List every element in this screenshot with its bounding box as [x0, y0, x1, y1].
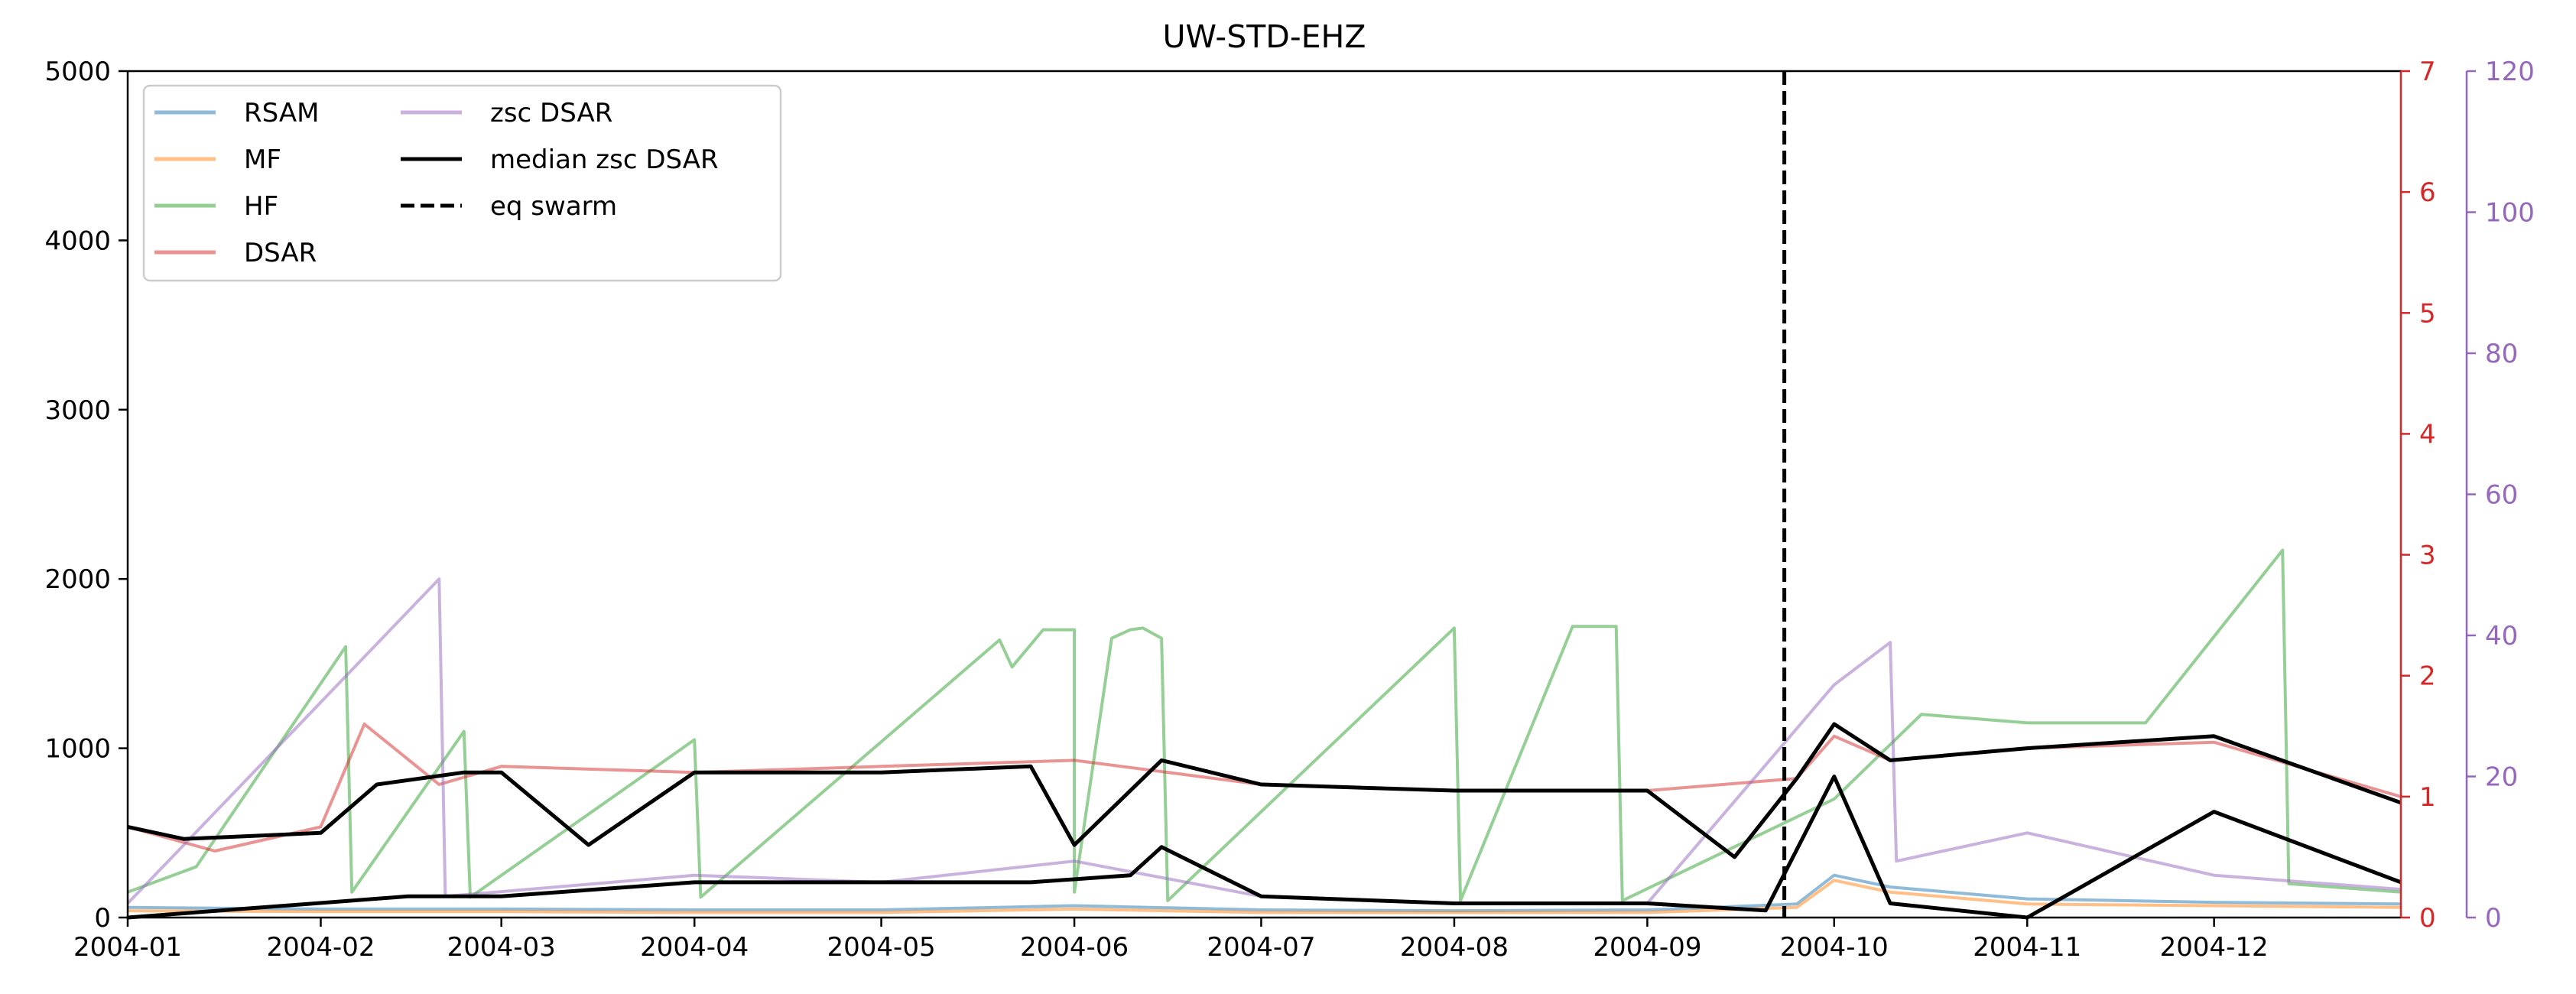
right-y-tick-label-zsc: 0: [2485, 903, 2502, 934]
legend: RSAM MF HF DSAR zsc DSAR median zsc DSAR eq sw…: [142, 84, 782, 282]
legend-label: DSAR: [244, 238, 317, 268]
x-tick-label: 2004-06: [1020, 932, 1129, 963]
left-y-tick-label: 5000: [44, 57, 111, 87]
right-y-tick-label-zsc: 40: [2485, 621, 2518, 651]
right-y-tick-label-zsc: 60: [2485, 480, 2518, 511]
plot-area: [126, 71, 2402, 920]
x-tick-label: 2004-03: [447, 932, 556, 963]
chart-title: UW-STD-EHZ: [1163, 18, 1366, 55]
right-y-tick-label-zsc: 80: [2485, 339, 2518, 369]
left-y-tick-label: 1000: [44, 734, 111, 765]
legend-label: median zsc DSAR: [490, 145, 719, 175]
right-y-tick-label-dsar: 4: [2419, 419, 2436, 450]
right-y-tick-label-dsar: 0: [2419, 903, 2436, 934]
x-tick-label: 2004-02: [266, 932, 375, 963]
x-tick-label: 2004-05: [827, 932, 936, 963]
right-y-tick-label-dsar: 3: [2419, 541, 2436, 571]
left-y-tick-label: 4000: [44, 226, 111, 256]
series-mf-line-1: [127, 879, 2402, 914]
x-tick-label: 2004-09: [1593, 932, 1701, 963]
right-y-tick-label-zsc: 100: [2485, 198, 2535, 229]
legend-label: HF: [244, 191, 278, 222]
right-y-tick-label-zsc: 20: [2485, 762, 2518, 793]
x-tick-label: 2004-10: [1780, 932, 1889, 963]
x-tick-label: 2004-07: [1207, 932, 1315, 963]
series-hf-line-2: [127, 548, 2402, 902]
series-median-zsc-dsar-line-5: [127, 722, 2402, 859]
right-y-tick-label-dsar: 1: [2419, 782, 2436, 813]
legend-label: MF: [244, 145, 281, 175]
x-tick-label: 2004-04: [640, 932, 749, 963]
legend-label: RSAM: [244, 98, 319, 128]
x-tick-label: 2004-08: [1400, 932, 1509, 963]
legend-label: eq swarm: [490, 191, 617, 222]
legend-label: zsc DSAR: [490, 98, 612, 128]
right-y-tick-label-dsar: 7: [2419, 57, 2436, 87]
left-y-tick-label: 2000: [44, 564, 111, 595]
axes: 0 1000 2000 3000 4000 5000 0 1 2 3 4 5 6 7 0 20 40 60 80 10…: [44, 57, 2534, 963]
series-rsam-line-0: [127, 873, 2402, 913]
left-y-tick-label: 0: [94, 903, 111, 934]
x-tick-label: 2004-12: [2160, 932, 2269, 963]
x-tick-label: 2004-11: [1973, 932, 2081, 963]
right-y-tick-label-dsar: 2: [2419, 661, 2436, 692]
left-y-tick-label: 3000: [44, 395, 111, 426]
right-y-tick-label-dsar: 5: [2419, 298, 2436, 329]
series-median-zsc-dsar-line-6: [127, 775, 2402, 920]
right-y-tick-label-zsc: 120: [2485, 57, 2535, 87]
x-tick-label: 2004-01: [73, 932, 182, 963]
legend-frame: [142, 84, 782, 282]
right-y-tick-label-dsar: 6: [2419, 177, 2436, 208]
